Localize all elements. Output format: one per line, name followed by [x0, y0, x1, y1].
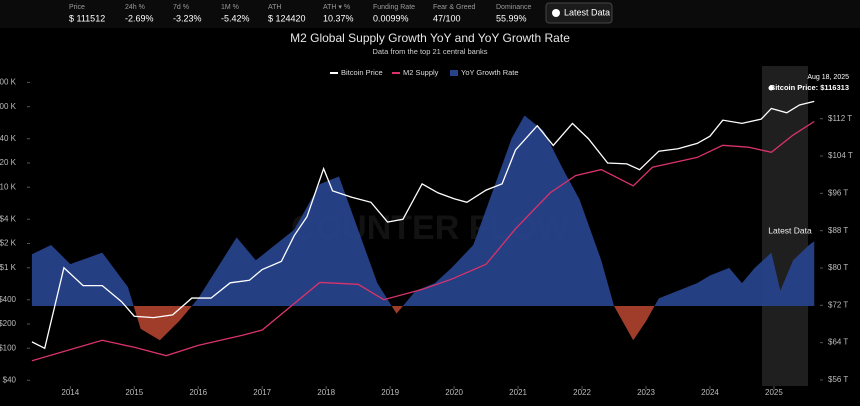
plot-area: [31, 100, 815, 362]
y-tick-label: $200 K: [0, 78, 17, 87]
stat-value: $ 124420: [268, 13, 306, 23]
stat-value: -3.23%: [173, 13, 202, 23]
stat-label: Funding Rate: [373, 4, 415, 11]
stat-label: Price: [69, 4, 85, 11]
stat-value: 55.99%: [496, 13, 527, 23]
m2-line: [31, 120, 815, 362]
y2-tick-label: $112 T: [828, 114, 852, 123]
y-tick-label: $2 K: [0, 239, 17, 248]
y2-tick-label: $64 T: [828, 338, 848, 347]
y2-tick-label: $96 T: [828, 188, 848, 197]
stat-value: -2.69%: [125, 13, 154, 23]
y-tick-label: $200: [0, 319, 17, 328]
x-tick-label: 2019: [381, 388, 399, 397]
stat-label: ATH ▾ %: [323, 4, 350, 11]
x-tick-label: 2024: [701, 388, 719, 397]
stats-bar: [0, 0, 860, 28]
x-tick-label: 2022: [573, 388, 591, 397]
button-icon[interactable]: [552, 9, 560, 17]
button-label[interactable]: Latest Data: [564, 7, 610, 17]
x-tick-label: 2020: [445, 388, 463, 397]
x-tick-label: 2015: [125, 388, 143, 397]
stat-label: 24h %: [125, 4, 145, 11]
y-tick-label: $10 K: [0, 182, 17, 191]
y-tick-label: $100: [0, 343, 17, 352]
y2-tick-label: $80 T: [828, 263, 848, 272]
y2-tick-label: $104 T: [828, 151, 853, 160]
latest-data-zone: [762, 66, 808, 386]
stat-value: -5.42%: [221, 13, 250, 23]
stat-label: Fear & Greed: [433, 4, 476, 11]
y-tick-label: $100 K: [0, 102, 17, 111]
stat-value: 10.37%: [323, 13, 354, 23]
stat-value: 0.0099%: [373, 13, 409, 23]
x-tick-label: 2023: [637, 388, 655, 397]
legend-label: M2 Supply: [403, 68, 439, 77]
y-tick-label: $40: [3, 375, 17, 384]
legend-swatch: [450, 70, 458, 76]
chart-title: M2 Global Supply Growth YoY and YoY Grow…: [290, 31, 570, 45]
x-tick-label: 2025: [765, 388, 783, 397]
latest-data-label: Latest Data: [768, 225, 812, 235]
x-tick-label: 2018: [317, 388, 335, 397]
stat-label: Dominance: [496, 4, 532, 11]
stat-label: 1M %: [221, 4, 239, 11]
y-tick-label: $400: [0, 295, 17, 304]
y-tick-label: $1 K: [0, 263, 17, 272]
chart-subtitle: Data from the top 21 central banks: [372, 47, 487, 56]
legend-label: YoY Growth Rate: [461, 68, 519, 77]
price-line: [31, 100, 815, 350]
legend-label: Bitcoin Price: [341, 68, 383, 77]
stat-label: ATH: [268, 4, 281, 11]
x-tick-label: 2016: [189, 388, 207, 397]
stat-value: 47/100: [433, 13, 461, 23]
x-tick-label: 2021: [509, 388, 527, 397]
x-tick-label: 2017: [253, 388, 271, 397]
y-tick-label: $40 K: [0, 134, 17, 143]
y2-tick-label: $72 T: [828, 300, 848, 309]
tooltip-label: Bitcoin Price: $116313: [770, 83, 849, 92]
y-tick-label: $4 K: [0, 214, 17, 223]
y2-tick-label: $56 T: [828, 375, 848, 384]
stat-label: 7d %: [173, 4, 189, 11]
y-tick-label: $20 K: [0, 158, 17, 167]
y2-tick-label: $88 T: [828, 226, 848, 235]
latest-data-button[interactable]: Latest Data: [545, 2, 613, 24]
button-frame[interactable]: [545, 2, 613, 24]
tooltip-dot: [768, 85, 774, 91]
stat-value: $ 111512: [69, 13, 105, 23]
x-tick-label: 2014: [61, 388, 79, 397]
yoy-area: [31, 115, 815, 341]
tooltip-date: Aug 18, 2025: [807, 74, 849, 81]
